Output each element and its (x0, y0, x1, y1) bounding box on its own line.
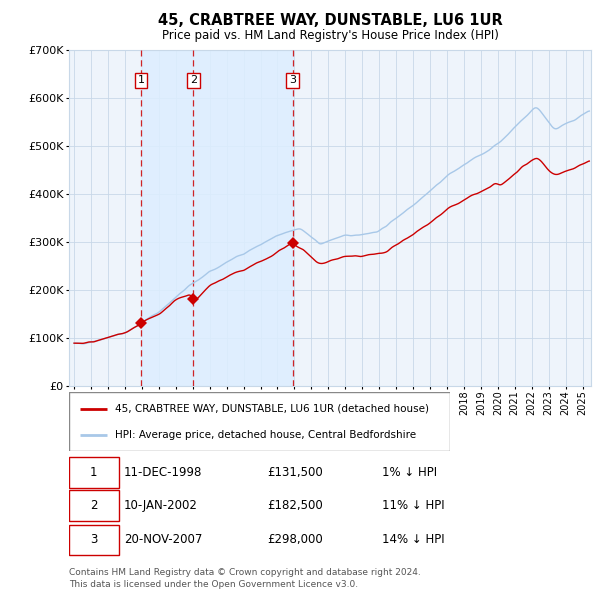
Text: 3: 3 (289, 76, 296, 86)
Text: 45, CRABTREE WAY, DUNSTABLE, LU6 1UR: 45, CRABTREE WAY, DUNSTABLE, LU6 1UR (158, 13, 502, 28)
Text: £298,000: £298,000 (268, 533, 323, 546)
Text: 11% ↓ HPI: 11% ↓ HPI (382, 499, 445, 513)
Text: 20-NOV-2007: 20-NOV-2007 (124, 533, 202, 546)
Text: Price paid vs. HM Land Registry's House Price Index (HPI): Price paid vs. HM Land Registry's House … (161, 29, 499, 42)
Text: 1% ↓ HPI: 1% ↓ HPI (382, 466, 437, 480)
Text: £131,500: £131,500 (268, 466, 323, 480)
Bar (141, 50, 293, 386)
Text: Contains HM Land Registry data © Crown copyright and database right 2024.: Contains HM Land Registry data © Crown c… (69, 568, 421, 577)
Text: 3: 3 (90, 533, 97, 546)
Text: 1: 1 (137, 76, 145, 86)
Text: 45, CRABTREE WAY, DUNSTABLE, LU6 1UR (detached house): 45, CRABTREE WAY, DUNSTABLE, LU6 1UR (de… (115, 404, 429, 414)
FancyBboxPatch shape (69, 525, 119, 556)
Text: HPI: Average price, detached house, Central Bedfordshire: HPI: Average price, detached house, Cent… (115, 430, 416, 440)
Text: 2: 2 (190, 76, 197, 86)
Text: 11-DEC-1998: 11-DEC-1998 (124, 466, 202, 480)
Text: 14% ↓ HPI: 14% ↓ HPI (382, 533, 445, 546)
Text: 10-JAN-2002: 10-JAN-2002 (124, 499, 197, 513)
Text: This data is licensed under the Open Government Licence v3.0.: This data is licensed under the Open Gov… (69, 579, 358, 589)
FancyBboxPatch shape (69, 457, 119, 489)
FancyBboxPatch shape (69, 392, 450, 451)
FancyBboxPatch shape (69, 490, 119, 522)
Text: £182,500: £182,500 (268, 499, 323, 513)
Text: 2: 2 (90, 499, 98, 513)
Text: 1: 1 (90, 466, 98, 480)
